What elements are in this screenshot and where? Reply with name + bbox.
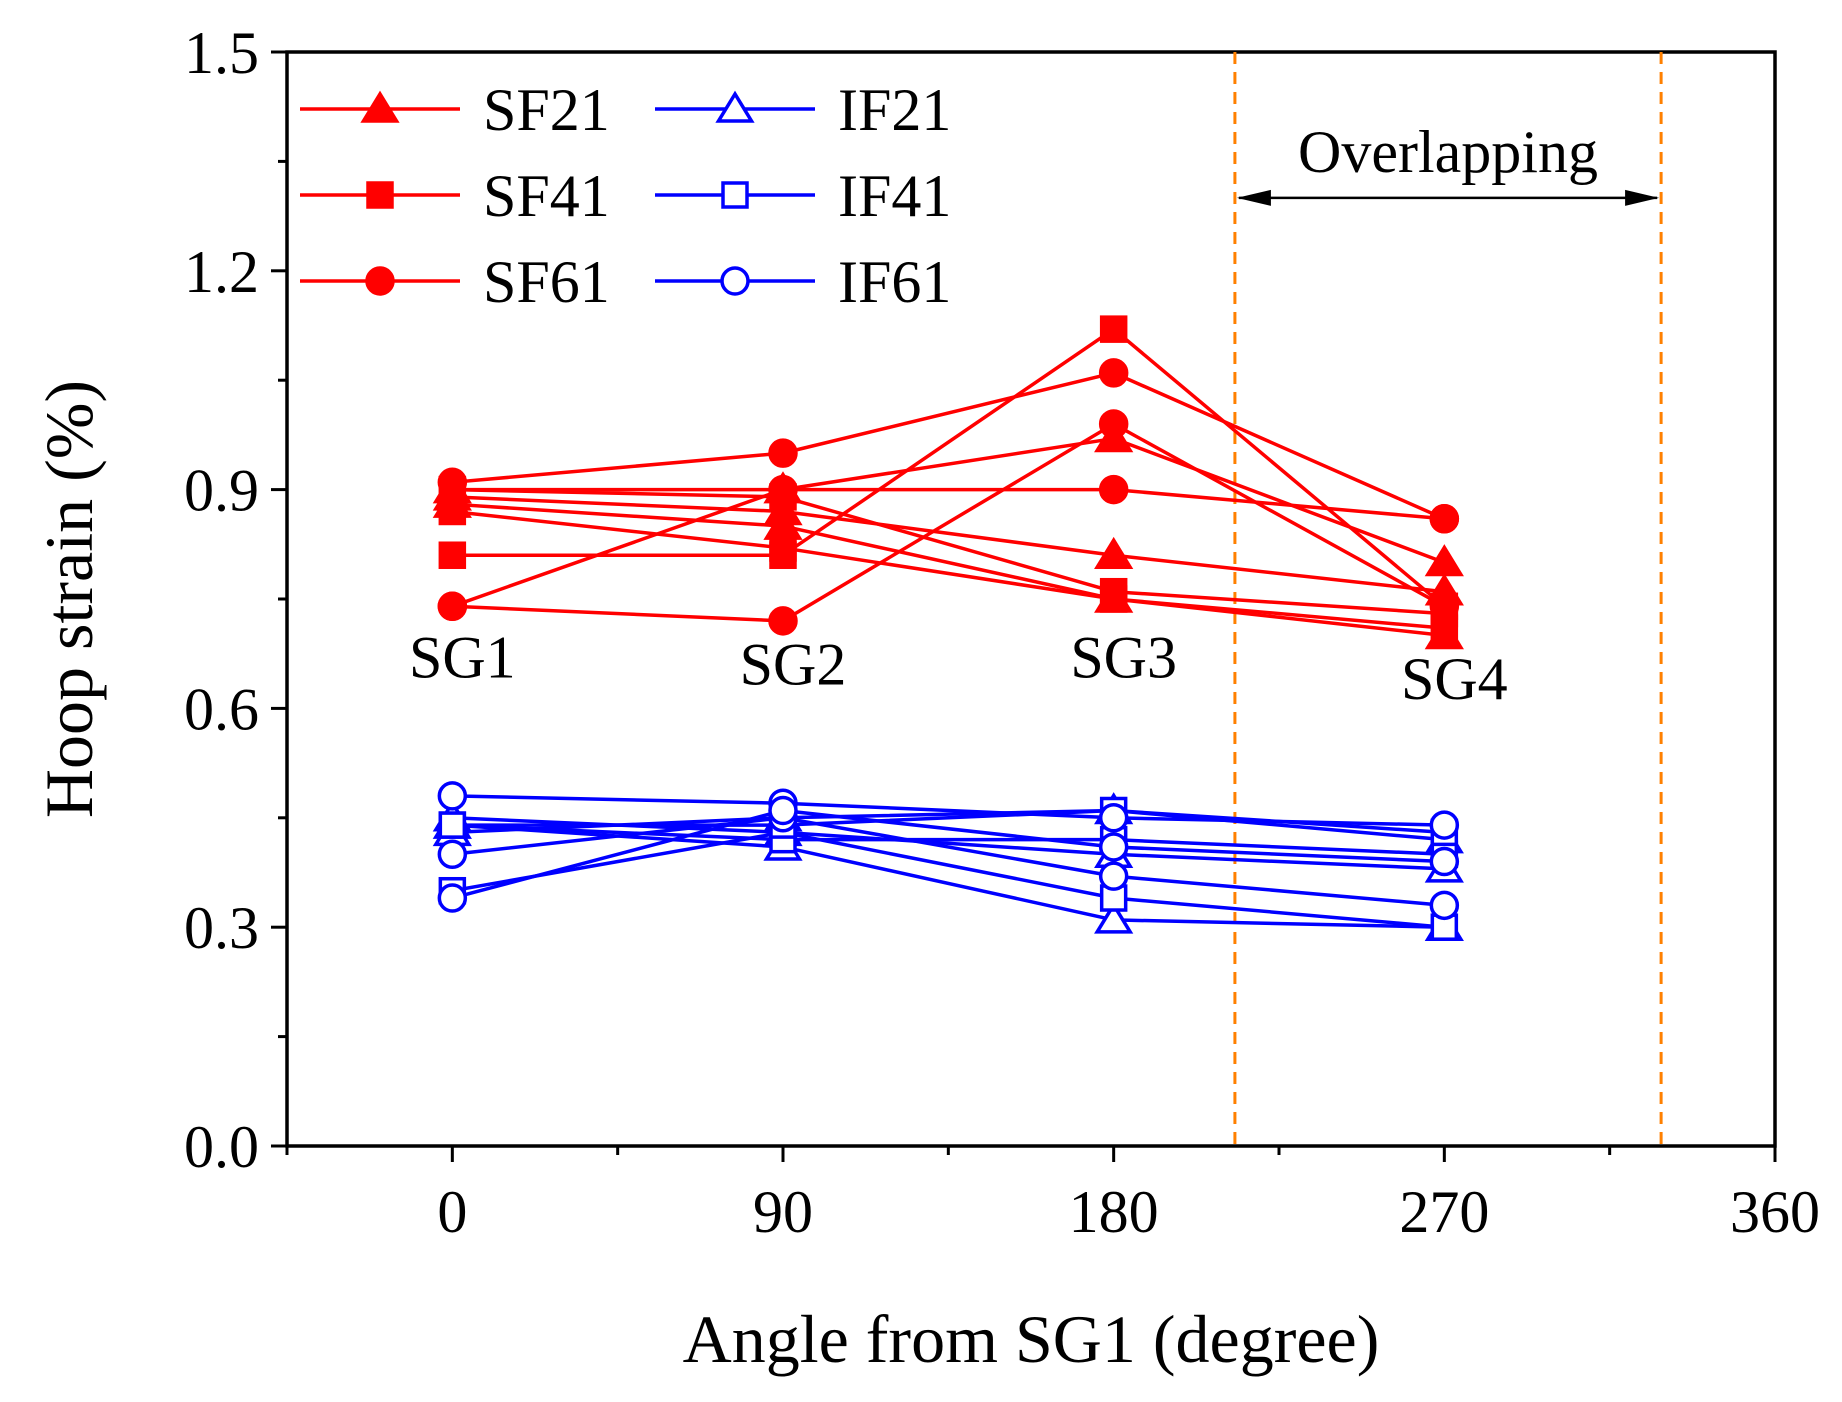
legend-marker-if41 <box>721 181 749 209</box>
data-point-sf61-8-3 <box>1429 504 1460 534</box>
data-point-if61-16-2 <box>1098 861 1129 891</box>
data-point-sf41-5-2 <box>1099 577 1128 606</box>
sg-labels: SG1 SG2 SG3 SG4 <box>409 624 1508 712</box>
data-point-if61-15-2 <box>1098 803 1129 833</box>
legend-label-sf21: SF21 <box>483 77 610 143</box>
series-line-sf61-7 <box>452 422 1446 623</box>
data-point-sf61-7-2 <box>1098 409 1129 439</box>
legend-label-if41: IF41 <box>838 163 951 229</box>
x-tick-label: 270 <box>1399 1179 1489 1245</box>
series-line-sf21-1 <box>452 495 1445 594</box>
series-layer <box>432 315 1464 941</box>
series-line-sf21-2 <box>452 502 1445 638</box>
legend-marker-sf41 <box>366 181 394 209</box>
data-point-sf61-8-0 <box>437 591 468 622</box>
legend-label-sf61: SF61 <box>483 249 610 315</box>
data-point-sf61-6-2 <box>1098 358 1129 388</box>
data-point-sf61-6-1 <box>768 438 798 468</box>
data-point-if21-9-2 <box>1094 901 1134 934</box>
legend: SF21 SF41 SF61 IF21 IF41 IF61 <box>300 77 951 315</box>
series-line-if41-12 <box>452 830 1445 929</box>
data-point-if61-17-0 <box>437 883 468 913</box>
legend-label-if61: IF61 <box>838 249 951 315</box>
data-point-if61-17-1 <box>768 795 798 826</box>
overlap-region: Overlapping <box>1233 52 1663 1146</box>
data-point-sf61-7-3 <box>1429 591 1460 622</box>
data-point-sf61-7-1 <box>768 606 798 636</box>
data-point-if41-14-0 <box>438 811 467 839</box>
legend-label-if21: IF21 <box>838 77 951 143</box>
data-point-if61-16-0 <box>437 839 468 870</box>
x-tick-label: 90 <box>753 1179 813 1245</box>
overlap-arrow-right-head <box>1625 189 1660 206</box>
data-point-sf21-0-3 <box>1424 544 1464 577</box>
data-point-sf41-3-2 <box>1099 315 1128 343</box>
series-line-sf41-3 <box>452 327 1446 608</box>
sg-label-sg1: SG1 <box>409 624 516 690</box>
data-point-sf61-8-2 <box>1098 474 1129 505</box>
axis-ticks: 0 90 180 270 360 0.0 0.3 0.6 0.9 1.2 1.5 <box>184 20 1820 1245</box>
data-point-if61-15-0 <box>437 781 468 811</box>
y-tick-label: 0.6 <box>184 676 259 742</box>
sg-label-sg4: SG4 <box>1401 646 1508 712</box>
legend-marker-sf61 <box>365 266 395 296</box>
y-tick-label: 1.2 <box>184 239 259 305</box>
y-tick-label: 0.3 <box>184 895 259 961</box>
data-point-sf41-4-1 <box>769 534 797 562</box>
sg-label-sg2: SG2 <box>740 632 847 698</box>
y-tick-label: 0.9 <box>184 458 259 524</box>
y-axis-title: Hoop strain (%) <box>31 380 107 818</box>
series-line-sf61-6 <box>452 371 1446 521</box>
x-tick-label: 0 <box>437 1179 467 1245</box>
legend-marker-sf21 <box>360 90 400 123</box>
data-point-if61-17-3 <box>1429 846 1460 877</box>
data-point-sf61-8-1 <box>768 474 798 505</box>
x-axis-title: Angle from SG1 (degree) <box>683 1301 1380 1377</box>
overlap-arrow-left-head <box>1236 189 1271 206</box>
data-point-if61-16-3 <box>1429 890 1460 921</box>
series-line-if61-16 <box>452 816 1445 908</box>
x-tick-label: 180 <box>1069 1179 1159 1245</box>
series-line-if61-15 <box>452 794 1445 827</box>
data-point-sf41-3-0 <box>438 541 467 569</box>
series-line-sf61-8 <box>451 487 1445 608</box>
overlap-label: Overlapping <box>1298 119 1598 185</box>
sg-label-sg3: SG3 <box>1070 624 1177 690</box>
series-line-if41-13 <box>452 823 1445 857</box>
y-tick-label: 1.5 <box>184 20 259 86</box>
y-tick-label: 0.0 <box>184 1114 259 1180</box>
series-line-sf41-5 <box>452 487 1445 616</box>
legend-marker-if21 <box>715 90 755 123</box>
data-point-sf21-1-2 <box>1094 536 1134 569</box>
legend-marker-if61 <box>720 266 750 296</box>
series-line-sf21-0 <box>452 436 1445 565</box>
data-point-if61-15-3 <box>1429 810 1460 840</box>
data-point-if61-17-2 <box>1098 832 1129 862</box>
data-point-sf61-6-0 <box>437 467 468 498</box>
series-line-sf41-4 <box>452 509 1445 630</box>
x-tick-label: 360 <box>1730 1179 1820 1245</box>
legend-label-sf41: SF41 <box>483 163 610 229</box>
series-line-if61-17 <box>451 808 1445 900</box>
